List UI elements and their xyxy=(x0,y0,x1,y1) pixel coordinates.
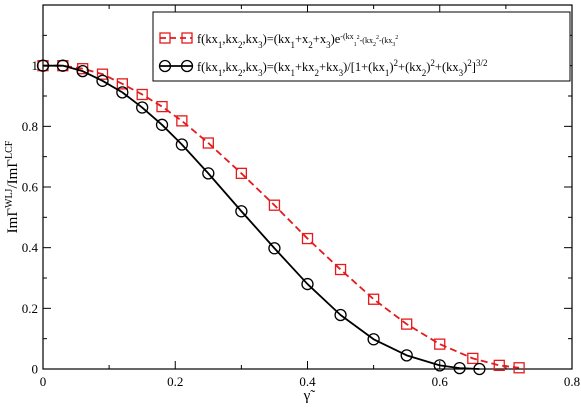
series-2-point xyxy=(116,86,129,99)
y-tick-label: 0.4 xyxy=(22,240,39,255)
legend-2-marker xyxy=(180,59,194,73)
y-axis-label: ImΓWLJ/ImΓLCF xyxy=(4,140,22,233)
series-2-point xyxy=(367,333,380,346)
legend-1-marker xyxy=(159,32,171,44)
series-1-point xyxy=(96,68,109,80)
series-2-point xyxy=(334,308,347,322)
x-tick-label: 0.8 xyxy=(564,374,580,389)
series-2-point xyxy=(155,118,169,131)
x-tick-label: 0 xyxy=(40,374,47,389)
series-1-point xyxy=(493,359,505,372)
series-1-point xyxy=(334,263,347,276)
series-1-line xyxy=(43,64,520,369)
series-1-point xyxy=(268,199,281,211)
legend-box xyxy=(152,11,571,82)
axis-ticks: 0 0.2 0.4 0.6 0.8 0 0.2 0.4 0.6 0.8 1 xyxy=(22,5,580,389)
y-tick-label: 1 xyxy=(32,58,39,73)
x-tick-label: 0.2 xyxy=(167,374,183,389)
series-layer xyxy=(36,59,525,376)
series-1-point xyxy=(513,362,525,374)
series-1-point xyxy=(176,115,188,127)
series-2-point xyxy=(36,59,50,72)
series-2-point xyxy=(202,167,215,180)
series-2-point xyxy=(235,205,248,218)
series-2-point xyxy=(301,277,314,291)
series-2-point xyxy=(76,64,89,78)
series-1-point xyxy=(116,78,128,90)
series-1-point xyxy=(467,352,479,365)
legend-entry-2: f(kx1,kx2,kx3)=(kx1+kx2+kx3)/[1+(kx1)2+(… xyxy=(158,58,487,78)
y-tick-label: 0.2 xyxy=(22,301,38,316)
series-1-point xyxy=(301,232,314,245)
series-1-point xyxy=(136,88,148,101)
legend-1-marker xyxy=(181,32,193,44)
x-tick-label: 0.6 xyxy=(432,374,449,389)
x-axis-label: γ̃ xyxy=(303,388,316,404)
series-2-point xyxy=(400,349,413,362)
series-2-point xyxy=(433,359,446,372)
x-tick-label: 0.4 xyxy=(299,374,316,389)
series-1-point xyxy=(367,293,380,305)
series-2-point xyxy=(136,101,149,114)
series-2-point xyxy=(175,138,189,151)
series-2-point xyxy=(473,362,486,376)
series-1-point xyxy=(202,137,214,149)
y-tick-label: 0 xyxy=(32,362,39,377)
series-1-point xyxy=(401,318,413,330)
series-2-point xyxy=(268,242,281,255)
legend-2-marker xyxy=(158,59,172,73)
series-2-point xyxy=(56,59,69,72)
series-2-point xyxy=(96,74,109,87)
legend: f(kx1,kx2,kx3)=(kx1+x2+x3)e-(kx12-(kx22-… xyxy=(152,11,571,82)
y-tick-label: 0.6 xyxy=(22,180,39,195)
series-1-point xyxy=(235,167,248,180)
legend-2-label: f(kx1,kx2,kx3)=(kx1+kx2+kx3)/[1+(kx1)2+(… xyxy=(197,58,487,78)
series-2-point xyxy=(453,361,466,375)
y-tick-label: 0.8 xyxy=(22,119,38,134)
series-1-point xyxy=(434,338,446,350)
series-1-point xyxy=(156,100,168,113)
